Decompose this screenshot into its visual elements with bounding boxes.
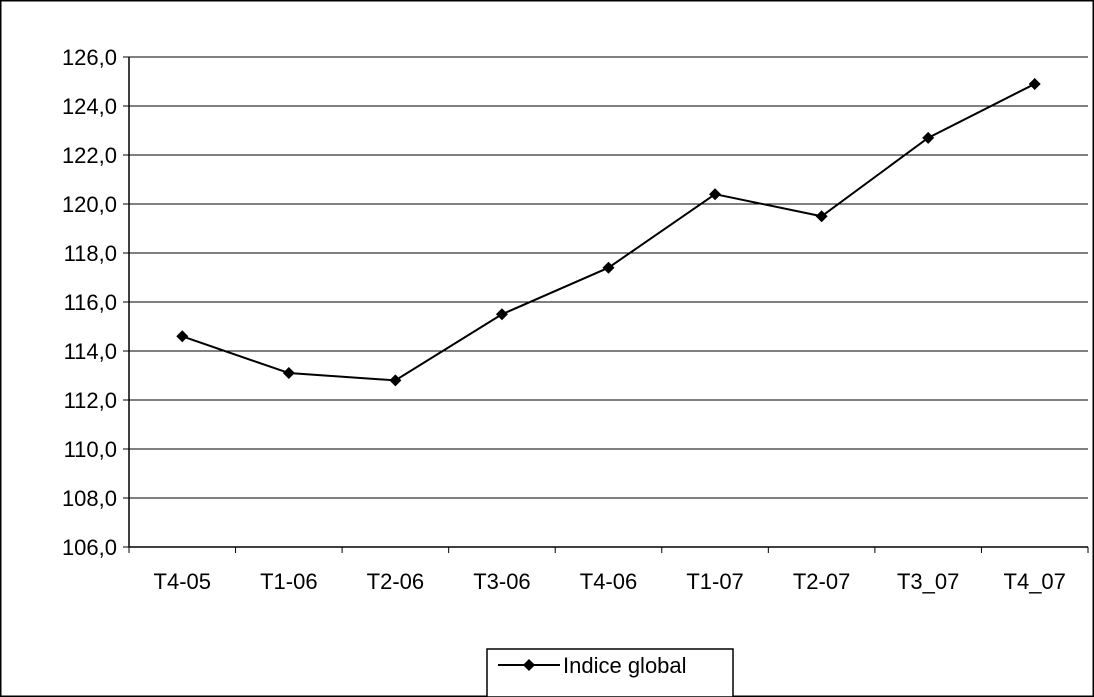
y-tick-label: 108,0 <box>62 486 117 511</box>
y-tick-label: 126,0 <box>62 45 117 70</box>
data-point-marker <box>815 210 828 223</box>
legend-box <box>486 648 734 697</box>
y-tick-label: 124,0 <box>62 94 117 119</box>
data-point-marker <box>1028 77 1041 90</box>
y-tick-labels: 106,0 108,0 110,0 112,0 114,0 116,0 118,0 120,0… <box>62 45 117 560</box>
x-tick-label: T3-06 <box>473 569 530 594</box>
y-tick-label: 122,0 <box>62 143 117 168</box>
data-point-marker <box>495 308 508 321</box>
x-tick-label: T2-06 <box>367 569 424 594</box>
x-tick-label: T1-07 <box>686 569 743 594</box>
y-tick-label: 114,0 <box>64 339 117 364</box>
data-point-marker <box>282 367 295 380</box>
legend: Indice global <box>486 648 734 697</box>
series-layer <box>176 77 1041 387</box>
data-point-marker <box>922 131 935 144</box>
x-tick-label: T2-07 <box>793 569 850 594</box>
data-point-marker <box>176 330 189 343</box>
data-point-marker <box>602 261 615 274</box>
data-point-marker <box>709 188 722 201</box>
legend-label: Indice global <box>563 653 687 678</box>
y-tick-label: 106,0 <box>62 535 117 560</box>
y-tick-label: 120,0 <box>62 192 117 217</box>
x-tick-labels: T4-05 T1-06 T2-06 T3-06 T4-06 T1-07 T2-07 T3_07… <box>154 569 1066 594</box>
y-tick-label: 116,0 <box>64 290 117 315</box>
legend-marker-icon <box>523 659 535 671</box>
x-tick-label: T4_07 <box>1004 569 1066 594</box>
y-tick-label: 112,0 <box>64 388 117 413</box>
data-point-marker <box>389 374 402 387</box>
axes <box>123 56 1089 553</box>
gridlines <box>129 56 1088 499</box>
x-tick-label: T1-06 <box>260 569 317 594</box>
y-tick-label: 110,0 <box>64 437 117 462</box>
x-tick-label: T3_07 <box>897 569 959 594</box>
x-tick-label: T4-06 <box>580 569 637 594</box>
y-tick-label: 118,0 <box>64 241 117 266</box>
x-tick-label: T4-05 <box>154 569 211 594</box>
